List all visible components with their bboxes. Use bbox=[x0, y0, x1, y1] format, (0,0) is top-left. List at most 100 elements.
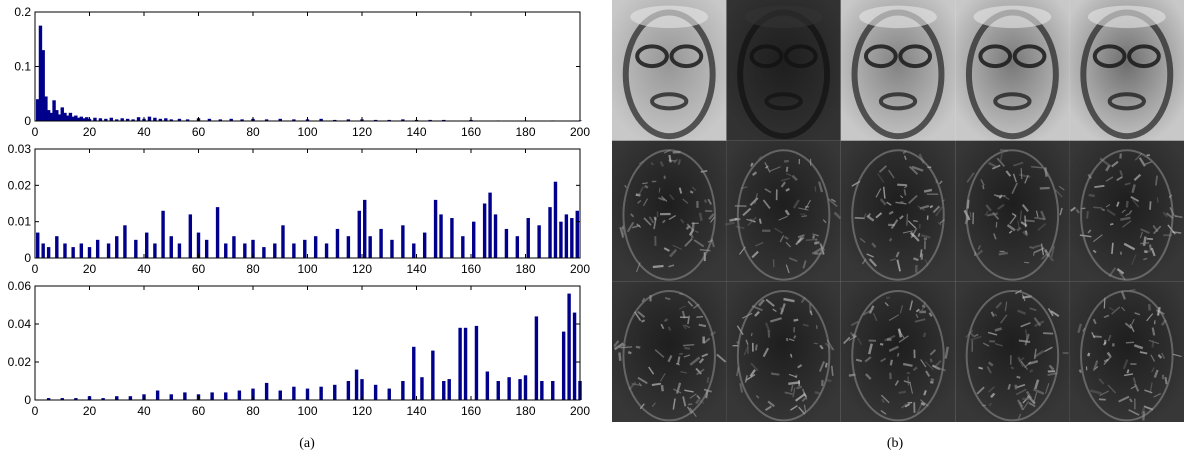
texture-stroke bbox=[1130, 385, 1136, 390]
texture-stroke bbox=[660, 384, 664, 392]
texture-stroke bbox=[755, 395, 760, 399]
texture-stroke bbox=[682, 198, 689, 204]
texture-stroke bbox=[1077, 323, 1083, 334]
texture-stroke bbox=[1008, 230, 1013, 234]
bar bbox=[41, 50, 45, 121]
bar bbox=[109, 117, 114, 121]
texture-stroke bbox=[900, 195, 904, 199]
face-outline bbox=[851, 289, 945, 422]
bar bbox=[570, 218, 574, 258]
bar bbox=[324, 243, 329, 258]
texture-stroke bbox=[678, 305, 686, 310]
x-tick-label: 0 bbox=[32, 125, 39, 139]
texture-stroke bbox=[1092, 360, 1099, 371]
bar bbox=[204, 239, 209, 258]
texture-stroke bbox=[762, 199, 771, 209]
texture-stroke bbox=[854, 216, 865, 220]
texture-stroke bbox=[691, 186, 697, 192]
texture-stroke bbox=[774, 227, 783, 234]
texture-stroke bbox=[703, 337, 711, 344]
bar bbox=[240, 119, 244, 121]
texture-stroke bbox=[696, 394, 701, 400]
texture-stroke bbox=[805, 239, 818, 241]
texture-stroke bbox=[976, 249, 984, 256]
texture-stroke bbox=[784, 209, 790, 216]
texture-stroke bbox=[998, 251, 1008, 256]
bar bbox=[177, 118, 182, 121]
texture-stroke bbox=[896, 352, 900, 357]
bar bbox=[281, 225, 285, 258]
texture-stroke bbox=[710, 216, 716, 223]
texture-stroke bbox=[1143, 257, 1148, 261]
bar bbox=[46, 247, 51, 258]
texture-stroke bbox=[736, 325, 744, 336]
texture-stroke bbox=[764, 188, 772, 194]
face-tile-bg bbox=[726, 140, 841, 282]
caption-a: (a) bbox=[299, 436, 315, 451]
texture-stroke bbox=[1094, 184, 1105, 189]
texture-stroke bbox=[1107, 334, 1112, 342]
texture-stroke bbox=[658, 197, 665, 201]
texture-stroke bbox=[788, 373, 798, 378]
mouth bbox=[650, 92, 689, 111]
texture-stroke bbox=[812, 233, 819, 237]
texture-stroke bbox=[871, 242, 877, 248]
texture-stroke bbox=[987, 386, 995, 393]
eye-left bbox=[978, 44, 1013, 69]
bar bbox=[537, 225, 541, 258]
bar bbox=[196, 232, 201, 258]
texture-stroke bbox=[661, 219, 666, 224]
bar bbox=[523, 375, 528, 400]
texture-stroke bbox=[939, 180, 943, 185]
x-tick-label: 80 bbox=[246, 404, 260, 418]
bar bbox=[463, 327, 468, 400]
texture-stroke bbox=[683, 354, 691, 358]
texture-stroke bbox=[804, 199, 811, 210]
bar bbox=[52, 100, 56, 121]
texture-stroke bbox=[784, 236, 789, 240]
texture-stroke bbox=[920, 359, 927, 368]
bar bbox=[488, 192, 492, 258]
texture-stroke bbox=[1033, 388, 1045, 395]
bar bbox=[229, 118, 233, 121]
texture-stroke bbox=[1139, 231, 1143, 239]
bar bbox=[534, 316, 539, 400]
texture-stroke bbox=[769, 166, 781, 172]
face-outline bbox=[622, 149, 716, 281]
bar bbox=[526, 218, 530, 258]
bar bbox=[60, 398, 64, 400]
texture-stroke bbox=[1111, 160, 1119, 168]
bar bbox=[442, 381, 446, 400]
texture-stroke bbox=[1152, 224, 1159, 233]
x-tick-label: 20 bbox=[83, 125, 97, 139]
texture-stroke bbox=[626, 221, 635, 233]
texture-stroke bbox=[785, 337, 789, 342]
texture-stroke bbox=[1020, 322, 1031, 328]
texture-stroke bbox=[978, 366, 984, 370]
texture-stroke bbox=[889, 359, 893, 366]
texture-stroke bbox=[684, 238, 693, 247]
texture-stroke bbox=[894, 380, 899, 386]
face-tile bbox=[726, 0, 841, 141]
x-tick-label: 200 bbox=[570, 404, 590, 418]
texture-stroke bbox=[830, 198, 836, 203]
texture-stroke bbox=[986, 212, 998, 217]
texture-stroke bbox=[1092, 318, 1097, 325]
texture-stroke bbox=[915, 308, 920, 313]
x-tick-label: 40 bbox=[137, 404, 151, 418]
texture-stroke bbox=[904, 403, 911, 408]
texture-stroke bbox=[1087, 352, 1091, 357]
bar bbox=[128, 396, 133, 400]
texture-stroke bbox=[990, 392, 996, 399]
bar bbox=[36, 232, 40, 258]
x-tick-label: 100 bbox=[297, 125, 317, 139]
texture-stroke bbox=[1031, 166, 1043, 169]
texture-stroke bbox=[1048, 364, 1055, 371]
texture-stroke bbox=[886, 201, 892, 206]
texture-stroke bbox=[797, 234, 805, 239]
texture-stroke bbox=[754, 241, 764, 247]
x-tick-label: 20 bbox=[83, 404, 97, 418]
texture-stroke bbox=[758, 299, 765, 307]
y-tick-label: 0.2 bbox=[14, 5, 31, 19]
texture-stroke bbox=[877, 173, 885, 183]
